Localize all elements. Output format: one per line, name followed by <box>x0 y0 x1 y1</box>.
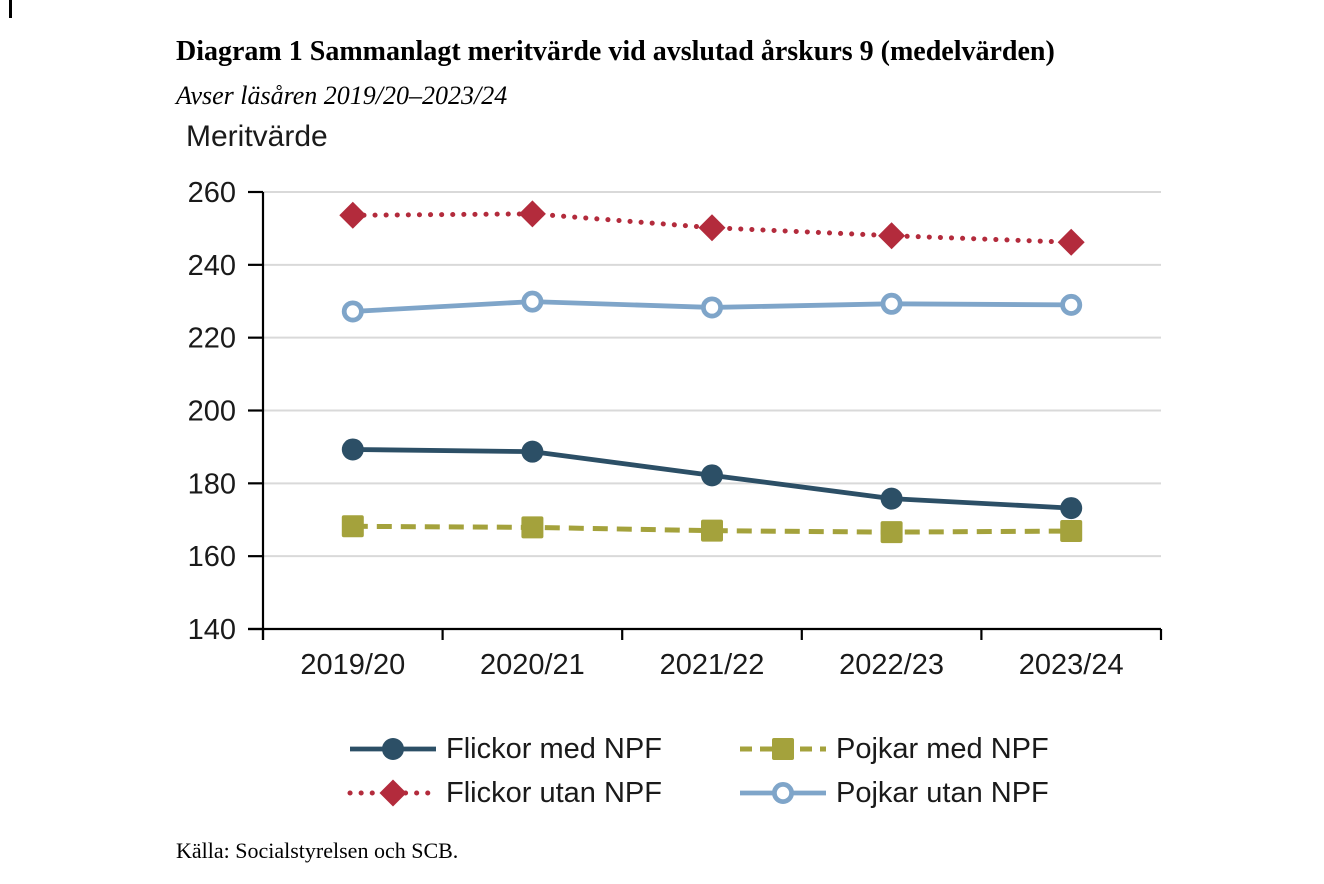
legend-item-flickor-utan-npf: Flickor utan NPF <box>347 777 737 809</box>
svg-text:180: 180 <box>188 468 236 500</box>
chart-subtitle: Avser läsåren 2019/20–2023/24 <box>176 81 508 110</box>
legend-label: Flickor utan NPF <box>446 777 662 809</box>
legend-marker-open-circle-icon <box>737 777 829 809</box>
legend-marker-diamond-icon <box>347 777 439 809</box>
svg-text:200: 200 <box>188 396 236 428</box>
svg-text:2022/23: 2022/23 <box>839 649 944 681</box>
source-note: Källa: Socialstyrelsen och SCB. <box>176 838 459 863</box>
legend-marker-circle-icon <box>347 733 439 765</box>
legend-label: Flickor med NPF <box>446 733 662 765</box>
svg-text:260: 260 <box>188 177 236 209</box>
svg-text:160: 160 <box>188 541 236 573</box>
svg-text:2019/20: 2019/20 <box>300 649 405 681</box>
svg-text:2023/24: 2023/24 <box>1019 649 1124 681</box>
chart-legend: Flickor med NPF Pojkar med NPF Flickor u… <box>347 733 1049 809</box>
svg-text:2020/21: 2020/21 <box>480 649 585 681</box>
svg-text:140: 140 <box>188 614 236 646</box>
legend-item-pojkar-utan-npf: Pojkar utan NPF <box>737 777 1049 809</box>
svg-text:2021/22: 2021/22 <box>660 649 765 681</box>
legend-label: Pojkar med NPF <box>836 733 1049 765</box>
page-edge-artifact <box>9 0 12 18</box>
chart-title: Diagram 1 Sammanlagt meritvärde vid avsl… <box>176 36 1055 67</box>
svg-text:240: 240 <box>188 250 236 282</box>
y-axis-title: Meritvärde <box>186 120 328 153</box>
legend-item-pojkar-med-npf: Pojkar med NPF <box>737 733 1049 765</box>
legend-marker-square-icon <box>737 733 829 765</box>
legend-label: Pojkar utan NPF <box>836 777 1049 809</box>
legend-item-flickor-med-npf: Flickor med NPF <box>347 733 737 765</box>
svg-text:220: 220 <box>188 323 236 355</box>
